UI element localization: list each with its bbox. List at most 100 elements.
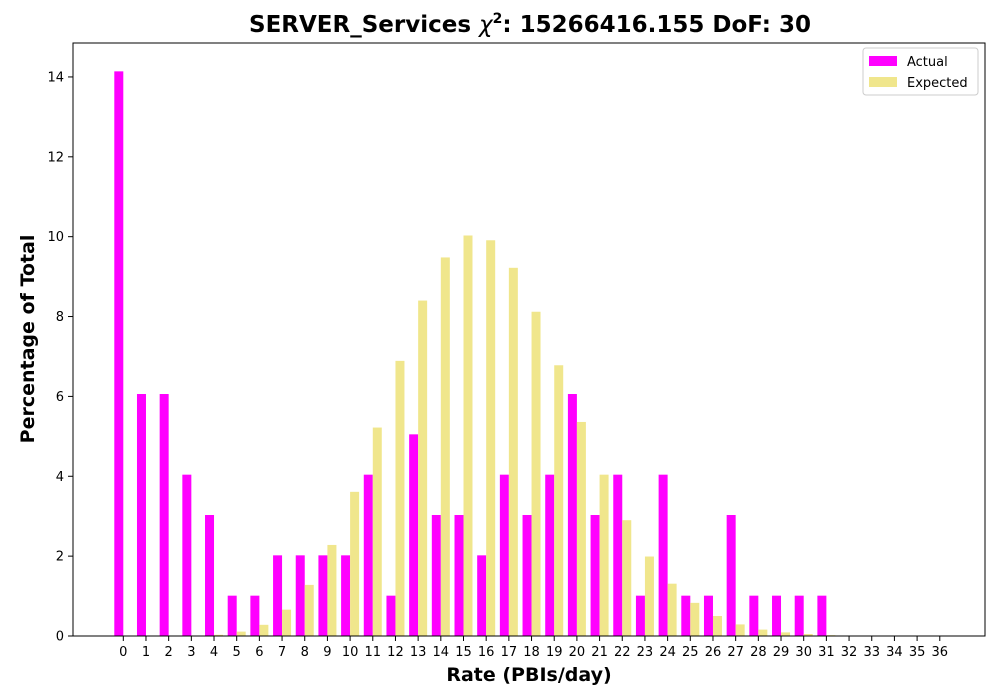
bar-actual-31 bbox=[817, 596, 826, 636]
bar-actual-29 bbox=[772, 596, 781, 636]
x-tick-label: 31 bbox=[818, 645, 835, 660]
bar-expected-25 bbox=[690, 603, 699, 636]
x-tick-label: 7 bbox=[278, 645, 286, 660]
bar-actual-5 bbox=[228, 596, 237, 636]
x-axis: 0 1 2 3 4 5 6 7 8 9 10 11 12 13 14 15 16 17 18 19 20 21 22 23 24… bbox=[119, 636, 948, 660]
bar-actual-13 bbox=[409, 434, 418, 636]
x-tick-label: 35 bbox=[909, 645, 926, 660]
bar-actual-12 bbox=[386, 596, 395, 636]
bar-actual-27 bbox=[727, 515, 736, 636]
x-tick-label: 1 bbox=[142, 645, 150, 660]
x-tick-label: 18 bbox=[523, 645, 540, 660]
bar-expected-26 bbox=[713, 616, 722, 636]
bar-actual-28 bbox=[749, 596, 758, 636]
bar-expected-23 bbox=[645, 557, 654, 636]
bar-expected-18 bbox=[532, 312, 541, 636]
x-tick-label: 9 bbox=[323, 645, 331, 660]
x-tick-label: 4 bbox=[210, 645, 218, 660]
legend-label-actual: Actual bbox=[907, 55, 948, 70]
x-tick-label: 3 bbox=[187, 645, 195, 660]
x-tick-label: 22 bbox=[614, 645, 631, 660]
bar-expected-14 bbox=[441, 257, 450, 636]
bar-expected-21 bbox=[600, 475, 609, 636]
bar-actual-25 bbox=[681, 596, 690, 636]
x-tick-label: 34 bbox=[886, 645, 903, 660]
bar-actual-8 bbox=[296, 555, 305, 636]
bar-expected-9 bbox=[327, 545, 336, 636]
bar-actual-9 bbox=[318, 555, 327, 636]
y-tick-label: 6 bbox=[56, 390, 64, 405]
bar-expected-22 bbox=[622, 520, 631, 636]
x-axis-label: Rate (PBIs/day) bbox=[446, 664, 611, 686]
bar-expected-27 bbox=[736, 624, 745, 636]
x-tick-label: 19 bbox=[546, 645, 563, 660]
x-tick-label: 14 bbox=[433, 645, 450, 660]
y-tick-label: 0 bbox=[56, 630, 64, 645]
x-tick-label: 13 bbox=[410, 645, 427, 660]
y-tick-label: 12 bbox=[47, 150, 64, 165]
x-tick-label: 32 bbox=[841, 645, 858, 660]
x-tick-label: 8 bbox=[301, 645, 309, 660]
x-tick-label: 33 bbox=[863, 645, 880, 660]
bar-actual-2 bbox=[160, 394, 169, 636]
x-tick-label: 6 bbox=[255, 645, 263, 660]
bar-actual-1 bbox=[137, 394, 146, 636]
bar-actual-3 bbox=[182, 475, 191, 636]
x-tick-label: 36 bbox=[932, 645, 949, 660]
x-tick-label: 27 bbox=[727, 645, 744, 660]
x-tick-label: 24 bbox=[659, 645, 676, 660]
bar-expected-28 bbox=[758, 630, 767, 636]
bar-expected-6 bbox=[259, 625, 268, 636]
bar-actual-24 bbox=[659, 475, 668, 636]
y-axis: 02468101214 bbox=[47, 70, 73, 644]
bar-actual-18 bbox=[523, 515, 532, 636]
bar-actual-21 bbox=[591, 515, 600, 636]
bar-expected-15 bbox=[464, 235, 473, 636]
bar-actual-6 bbox=[250, 596, 259, 636]
x-tick-label: 16 bbox=[478, 645, 495, 660]
x-tick-label: 0 bbox=[119, 645, 127, 660]
x-tick-label: 20 bbox=[569, 645, 586, 660]
x-tick-label: 21 bbox=[591, 645, 608, 660]
x-tick-label: 30 bbox=[795, 645, 812, 660]
bar-actual-10 bbox=[341, 555, 350, 636]
bar-expected-12 bbox=[395, 361, 404, 636]
x-tick-label: 17 bbox=[501, 645, 518, 660]
bar-expected-13 bbox=[418, 301, 427, 636]
bar-actual-7 bbox=[273, 555, 282, 636]
bar-actual-23 bbox=[636, 596, 645, 636]
bar-actual-17 bbox=[500, 475, 509, 636]
x-tick-label: 28 bbox=[750, 645, 767, 660]
x-tick-label: 15 bbox=[455, 645, 472, 660]
bar-expected-17 bbox=[509, 268, 518, 636]
x-tick-label: 23 bbox=[637, 645, 654, 660]
y-tick-label: 8 bbox=[56, 310, 64, 325]
y-tick-label: 14 bbox=[47, 70, 64, 85]
x-tick-label: 10 bbox=[342, 645, 359, 660]
y-axis-label: Percentage of Total bbox=[17, 235, 39, 444]
bar-expected-20 bbox=[577, 422, 586, 636]
bar-actual-30 bbox=[795, 596, 804, 636]
x-tick-label: 11 bbox=[365, 645, 382, 660]
bar-actual-14 bbox=[432, 515, 441, 636]
bar-expected-24 bbox=[668, 584, 677, 636]
bar-actual-4 bbox=[205, 515, 214, 636]
bar-actual-22 bbox=[613, 475, 622, 636]
x-tick-label: 5 bbox=[233, 645, 241, 660]
y-tick-label: 2 bbox=[56, 550, 64, 565]
bar-actual-20 bbox=[568, 394, 577, 636]
bar-actual-19 bbox=[545, 475, 554, 636]
chart-title: SERVER_Services χ2: 15266416.155 DoF: 30 bbox=[249, 11, 811, 38]
x-tick-label: 2 bbox=[165, 645, 173, 660]
x-tick-label: 26 bbox=[705, 645, 722, 660]
bars-layer bbox=[114, 71, 926, 636]
legend-label-expected: Expected bbox=[907, 76, 968, 91]
y-tick-label: 10 bbox=[47, 230, 64, 245]
bar-expected-16 bbox=[486, 240, 495, 636]
bar-actual-11 bbox=[364, 475, 373, 636]
bar-actual-16 bbox=[477, 555, 486, 636]
bar-expected-11 bbox=[373, 428, 382, 636]
legend-swatch-expected bbox=[869, 77, 897, 87]
bar-expected-29 bbox=[781, 632, 790, 636]
